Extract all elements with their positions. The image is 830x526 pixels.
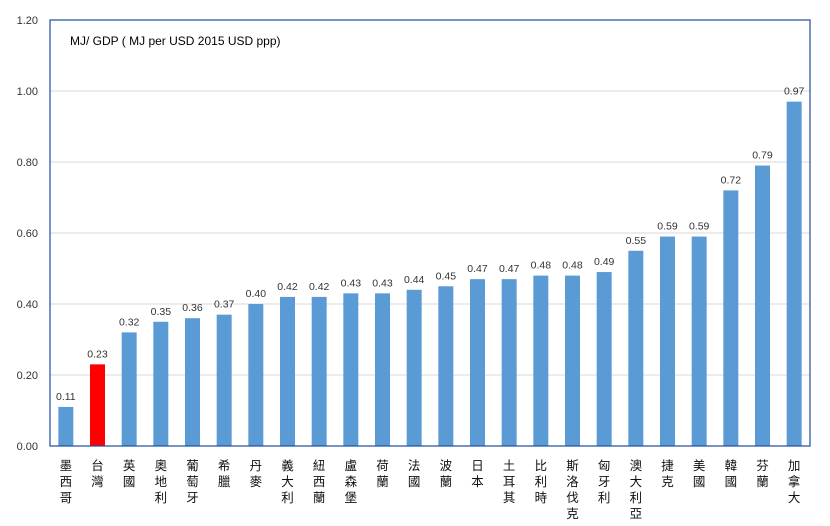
bar (628, 250, 644, 446)
data-label: 0.36 (182, 302, 203, 314)
data-labels: 0.11 0.23 0.32 0.35 0.36 0.37 0.40 0.42 0.42 0.43… (56, 86, 805, 403)
data-label: 0.47 (467, 263, 488, 275)
data-label: 0.37 (214, 299, 235, 311)
data-label: 0.43 (341, 277, 362, 289)
y-tick-label: 0.20 (17, 370, 38, 382)
y-tick-label: 0.00 (17, 441, 38, 453)
data-label: 0.47 (499, 263, 520, 275)
category-label: 英國 (123, 458, 136, 489)
data-label: 0.43 (372, 277, 393, 289)
bar (216, 314, 232, 446)
bar (501, 279, 517, 446)
data-label: 0.48 (531, 260, 552, 272)
category-label: 澳大利亞 (630, 458, 643, 521)
category-label: 義大利 (281, 458, 294, 505)
bar (153, 321, 169, 446)
data-label: 0.23 (87, 348, 108, 360)
grid-lines (50, 90, 810, 376)
data-label: 0.79 (752, 150, 773, 162)
bar (786, 101, 802, 447)
bar (533, 275, 549, 446)
data-label: 0.59 (657, 221, 678, 233)
category-label: 美國 (693, 458, 706, 489)
bar (375, 293, 390, 446)
bar (90, 364, 105, 446)
category-label: 葡萄牙 (186, 458, 199, 505)
category-label: 土耳其 (503, 458, 516, 505)
data-label: 0.42 (309, 281, 330, 293)
plot-frame (49, 19, 811, 447)
y-tick-label: 0.60 (17, 228, 38, 240)
category-label: 波蘭 (440, 458, 453, 489)
bar (185, 318, 200, 446)
y-tick-label: 0.40 (17, 299, 38, 311)
y-tick-label: 1.00 (17, 86, 38, 98)
category-label: 斯洛伐克 (566, 458, 579, 521)
bar (311, 296, 327, 446)
category-label: 台灣 (91, 458, 104, 489)
data-label: 0.48 (562, 260, 583, 272)
category-label: 芬蘭 (756, 458, 769, 489)
category-label: 匈牙利 (598, 458, 611, 505)
category-label: 加拿大 (788, 458, 801, 505)
data-label: 0.44 (404, 274, 425, 286)
data-label: 0.59 (689, 221, 710, 233)
data-label: 0.11 (56, 391, 76, 403)
bar (723, 190, 739, 446)
category-label: 荷蘭 (376, 458, 389, 489)
data-label: 0.32 (119, 316, 140, 328)
data-label: 0.55 (626, 235, 647, 247)
data-label: 0.40 (246, 288, 267, 300)
data-label: 0.97 (784, 86, 805, 98)
category-label: 法國 (408, 458, 421, 489)
data-label: 0.72 (721, 174, 742, 186)
bar (660, 236, 675, 446)
category-label: 捷克 (661, 458, 674, 489)
bar (58, 406, 74, 446)
category-label: 墨西哥 (60, 458, 73, 505)
category-label: 紐西蘭 (313, 458, 326, 505)
plot-border (49, 19, 811, 447)
bar (565, 275, 580, 446)
category-label: 韓國 (725, 458, 738, 489)
category-label: 丹麥 (250, 458, 263, 489)
bar (755, 165, 770, 447)
bar (438, 286, 454, 446)
category-label: 奧地利 (155, 458, 168, 505)
bar (280, 296, 295, 446)
data-label: 0.45 (436, 270, 457, 282)
bar (248, 304, 264, 446)
data-label: 0.42 (277, 281, 298, 293)
bar (470, 279, 485, 446)
chart-title: MJ/ GDP ( MJ per USD 2015 USD ppp) (70, 34, 281, 48)
bar (343, 293, 359, 446)
data-label: 0.35 (151, 306, 172, 318)
y-axis-ticks: 0.00 0.20 0.40 0.60 0.80 1.00 1.20 (17, 15, 38, 453)
bar (691, 236, 707, 446)
category-label: 盧森堡 (345, 458, 358, 505)
category-label: 希臘 (218, 458, 231, 489)
category-label: 日本 (471, 458, 484, 489)
bar (406, 289, 422, 446)
bar (596, 272, 612, 446)
data-label: 0.49 (594, 256, 615, 268)
bars (58, 101, 802, 447)
y-tick-label: 1.20 (17, 15, 38, 27)
category-label: 比利時 (535, 458, 548, 505)
bar (121, 332, 137, 446)
y-tick-label: 0.80 (17, 157, 38, 169)
